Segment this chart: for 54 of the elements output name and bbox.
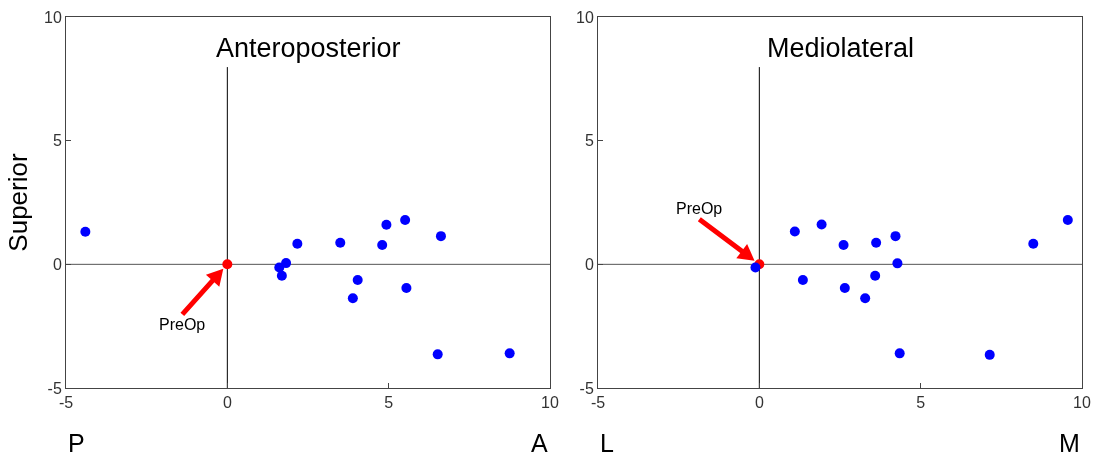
point	[504, 348, 515, 359]
text: Anteroposterior	[216, 33, 401, 63]
x-tick-label: 10	[1073, 394, 1091, 412]
point	[381, 219, 392, 230]
point	[435, 231, 446, 242]
point	[400, 215, 411, 226]
point	[281, 258, 292, 269]
point	[892, 258, 903, 269]
point	[838, 240, 849, 251]
text: M	[1059, 429, 1080, 457]
y-tick-label: 5	[52, 132, 62, 150]
x-tick-label: 10	[541, 394, 559, 412]
text: P	[68, 429, 85, 457]
x-tick-label: 5	[916, 394, 926, 412]
point	[352, 274, 363, 285]
x-tick-label: 0	[754, 394, 764, 412]
x-tick-label: 5	[384, 394, 394, 412]
point	[870, 270, 881, 281]
text: L	[600, 429, 614, 457]
point	[890, 231, 901, 242]
annotation: PreOp	[676, 200, 723, 217]
point	[750, 262, 761, 273]
point	[276, 270, 287, 281]
point	[80, 226, 91, 237]
y-tick-label: 0	[584, 255, 594, 273]
point	[797, 274, 808, 285]
point	[1062, 215, 1073, 226]
y-tick-label: 0	[52, 255, 62, 273]
point	[984, 349, 995, 360]
point	[377, 240, 388, 251]
y-tick-label: -5	[47, 379, 62, 397]
y-tick-label: 5	[584, 132, 594, 150]
point	[789, 226, 800, 237]
y-tick-label: -5	[579, 379, 594, 397]
point	[871, 237, 882, 248]
point	[274, 262, 285, 273]
y-axis-title: Superior	[3, 153, 34, 252]
point	[1028, 238, 1039, 249]
point	[222, 259, 233, 270]
y-tick-label: 10	[576, 8, 594, 26]
x-tick-label: 0	[222, 394, 232, 412]
point	[860, 293, 871, 304]
point	[347, 293, 358, 304]
point	[839, 283, 850, 294]
point	[335, 237, 346, 248]
point	[292, 238, 303, 249]
point	[401, 283, 412, 294]
point	[432, 349, 443, 360]
point	[816, 219, 827, 230]
text: Mediolateral	[767, 33, 915, 63]
text: A	[531, 429, 548, 457]
annotation: PreOp	[159, 316, 206, 333]
y-tick-label: 10	[44, 8, 62, 26]
point	[894, 348, 905, 359]
